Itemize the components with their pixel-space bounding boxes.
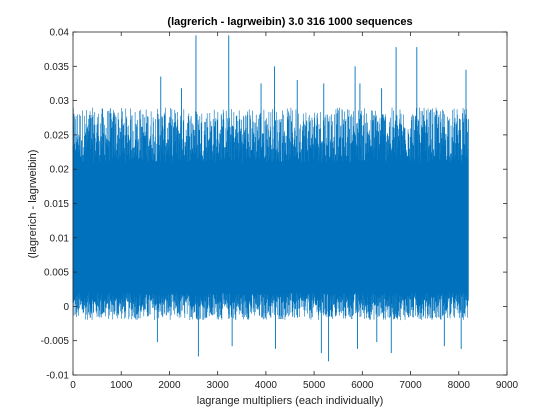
y-tick-label: 0.02	[50, 165, 70, 176]
y-axis-label: (lagrerich - lagrweibin)	[27, 150, 39, 259]
x-tick-label: 4000	[255, 380, 278, 391]
y-tick-label: 0	[63, 302, 69, 313]
x-tick-label: 0	[70, 380, 76, 391]
chart-title: (lagrerich - lagrweibin) 3.0 316 1000 se…	[167, 16, 412, 28]
y-tick-label: 0.025	[44, 130, 69, 141]
x-tick-label: 8000	[448, 380, 471, 391]
x-tick-label: 3000	[207, 380, 230, 391]
y-tick-label: 0.035	[44, 62, 69, 73]
x-axis-ticks: 0 1000 2000 3000 4000 5000 6000 7000 8000 9000	[70, 32, 519, 391]
y-tick-label: -0.01	[46, 371, 69, 382]
y-tick-label: 0.01	[50, 233, 70, 244]
y-tick-label: 0.03	[50, 96, 70, 107]
y-tick-label: -0.005	[41, 336, 70, 347]
x-tick-label: 9000	[496, 380, 519, 391]
x-tick-label: 7000	[399, 380, 422, 391]
y-tick-label: 0.005	[44, 268, 69, 279]
x-axis-label: lagrange multipliers (each individually)	[197, 395, 383, 407]
y-axis-ticks: -0.01 -0.005 0 0.005 0.01 0.015 0.02 0.025 0.03 0…	[41, 28, 507, 382]
x-tick-label: 1000	[110, 380, 133, 391]
y-tick-label: 0.04	[50, 28, 70, 39]
y-tick-label: 0.015	[44, 199, 69, 210]
x-tick-label: 5000	[303, 380, 326, 391]
x-tick-label: 2000	[158, 380, 181, 391]
x-tick-label: 6000	[351, 380, 374, 391]
plot-series	[72, 35, 469, 362]
